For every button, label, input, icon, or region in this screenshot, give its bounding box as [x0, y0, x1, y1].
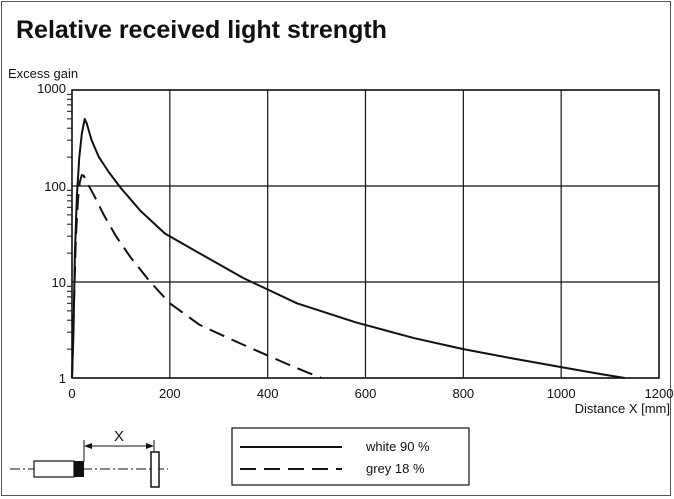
series-line-grey [71, 174, 322, 379]
y-tick-label: 1 [59, 371, 66, 386]
y-minor-ticks [67, 93, 72, 350]
chart-axes [71, 89, 660, 379]
legend-label-white: white 90 % [365, 439, 430, 454]
distance-label: X [114, 428, 124, 445]
x-axis-label: Distance X [mm] [575, 401, 670, 416]
dimension-arrow-left [84, 443, 92, 449]
sensor-body [33, 460, 75, 478]
legend: white 90 % grey 18 % [231, 427, 470, 486]
x-tick-label: 1000 [547, 386, 576, 401]
chart-grid [71, 89, 660, 379]
target-reflector [150, 451, 160, 488]
x-tick-label: 800 [452, 386, 474, 401]
legend-box [231, 427, 470, 486]
y-tick-label: 1000 [37, 81, 66, 96]
y-tick-label: 100 [44, 179, 66, 194]
chart-title: Relative received light strength [16, 16, 387, 44]
plot-area-border [71, 89, 660, 379]
legend-label-grey: grey 18 % [366, 461, 425, 476]
sensor-diagram: X [10, 428, 168, 488]
y-tick-label: 10 [52, 275, 66, 290]
chart-series [71, 117, 625, 379]
sensor-lens [74, 461, 84, 477]
x-tick-label: 600 [355, 386, 377, 401]
x-tick-label: 400 [257, 386, 279, 401]
series-line-white [71, 117, 625, 379]
x-tick-label: 1200 [645, 386, 674, 401]
y-axis-label: Excess gain [8, 66, 78, 81]
x-tick-label: 0 [68, 386, 75, 401]
x-tick-label: 200 [159, 386, 181, 401]
tick-labels: 0 200 400 600 800 1000 1200 1 10 100 1000 [37, 81, 673, 401]
dimension-arrow-right [146, 443, 154, 449]
